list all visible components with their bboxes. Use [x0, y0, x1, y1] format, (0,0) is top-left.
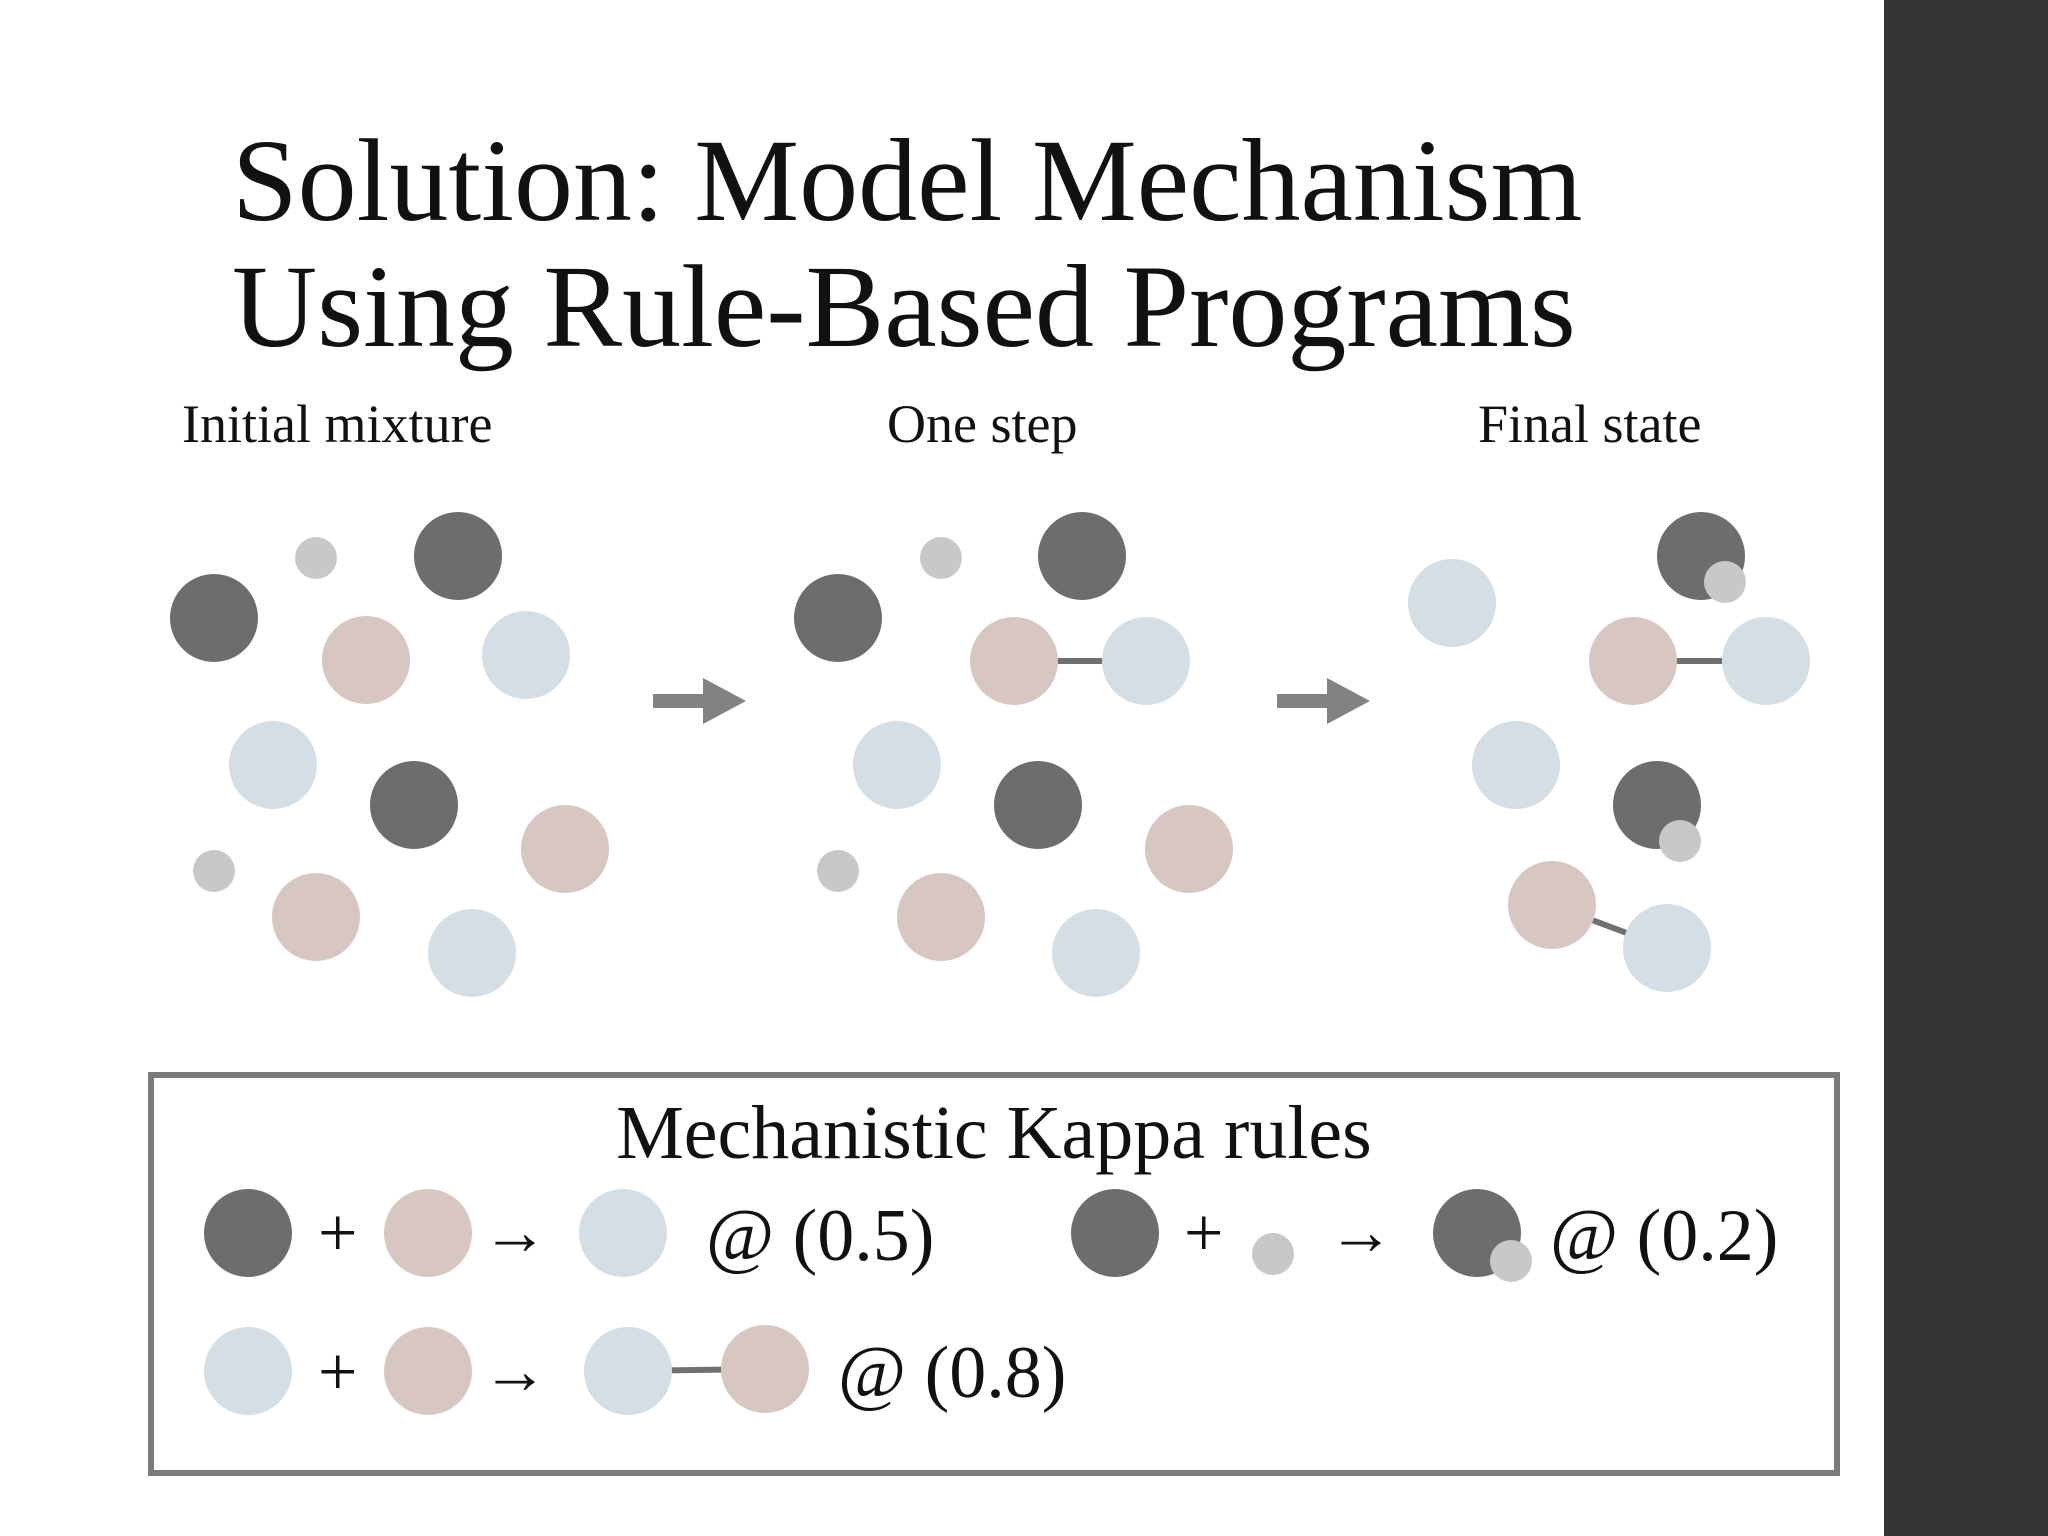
dark-molecule — [994, 761, 1082, 849]
rules-title: Mechanistic Kappa rules — [616, 1091, 1372, 1175]
blue-molecule — [1102, 617, 1190, 705]
pink-molecule — [384, 1327, 472, 1415]
label-one-step: One step — [887, 394, 1078, 454]
pink-molecule — [384, 1189, 472, 1277]
dark-molecule — [204, 1189, 292, 1277]
blue-molecule — [1052, 909, 1140, 997]
one-step-panel — [794, 512, 1233, 997]
sidebar-bar — [1884, 0, 2048, 1536]
pink-molecule — [1145, 805, 1233, 893]
title-line-2: Using Rule-Based Programs — [232, 241, 1576, 372]
dark-molecule — [370, 761, 458, 849]
initial-mixture-panel — [170, 512, 609, 997]
dark-molecule — [170, 574, 258, 662]
title-line-1: Solution: Model Mechanism — [232, 115, 1583, 246]
dark-molecule — [1071, 1189, 1159, 1277]
rule-2: + → @ (0.2) — [1071, 1189, 1778, 1282]
small-molecule — [817, 850, 859, 892]
small-molecule — [1659, 820, 1701, 862]
blue-molecule — [428, 909, 516, 997]
pink-molecule — [521, 805, 609, 893]
rule-2-rate: @ (0.2) — [1550, 1195, 1778, 1277]
dark-molecule — [1038, 512, 1126, 600]
blue-molecule — [482, 611, 570, 699]
rule-3-rate: @ (0.8) — [838, 1332, 1066, 1414]
pink-molecule — [322, 616, 410, 704]
rule-3: + → @ (0.8) — [204, 1325, 1066, 1415]
pink-molecule — [1508, 861, 1596, 949]
blue-molecule — [204, 1327, 292, 1415]
blue-molecule — [853, 721, 941, 809]
final-state-panel — [1408, 512, 1810, 992]
plus-sign: + — [318, 1195, 357, 1272]
dark-molecule — [414, 512, 502, 600]
rule-1: + → @ (0.5) — [204, 1189, 934, 1277]
pink-molecule — [970, 617, 1058, 705]
small-molecule — [1704, 561, 1746, 603]
step-arrow-2 — [1277, 678, 1370, 724]
blue-molecule — [584, 1327, 672, 1415]
plus-sign: + — [1184, 1195, 1223, 1272]
small-molecule — [920, 537, 962, 579]
blue-molecule — [1472, 721, 1560, 809]
pink-molecule — [897, 873, 985, 961]
small-molecule — [1490, 1240, 1532, 1282]
reaction-arrow: → — [1328, 1196, 1394, 1269]
blue-molecule — [229, 721, 317, 809]
blue-molecule — [1722, 617, 1810, 705]
reaction-arrow: → — [482, 1196, 548, 1269]
slide-title: Solution: Model Mechanism Using Rule-Bas… — [232, 118, 1792, 370]
dark-molecule — [794, 574, 882, 662]
pink-molecule — [721, 1325, 809, 1413]
label-final-state: Final state — [1478, 394, 1702, 454]
small-molecule — [295, 537, 337, 579]
blue-molecule — [1623, 904, 1711, 992]
rules-box — [148, 1072, 1840, 1476]
pink-molecule — [1589, 617, 1677, 705]
small-molecule — [193, 850, 235, 892]
rule-1-rate: @ (0.5) — [706, 1195, 934, 1277]
pink-molecule — [272, 873, 360, 961]
plus-sign: + — [318, 1334, 357, 1411]
blue-molecule — [1408, 559, 1496, 647]
blue-molecule — [579, 1189, 667, 1277]
step-arrow-1 — [653, 678, 746, 724]
label-initial-mixture: Initial mixture — [182, 394, 493, 454]
small-molecule — [1252, 1233, 1294, 1275]
reaction-arrow: → — [482, 1335, 548, 1408]
